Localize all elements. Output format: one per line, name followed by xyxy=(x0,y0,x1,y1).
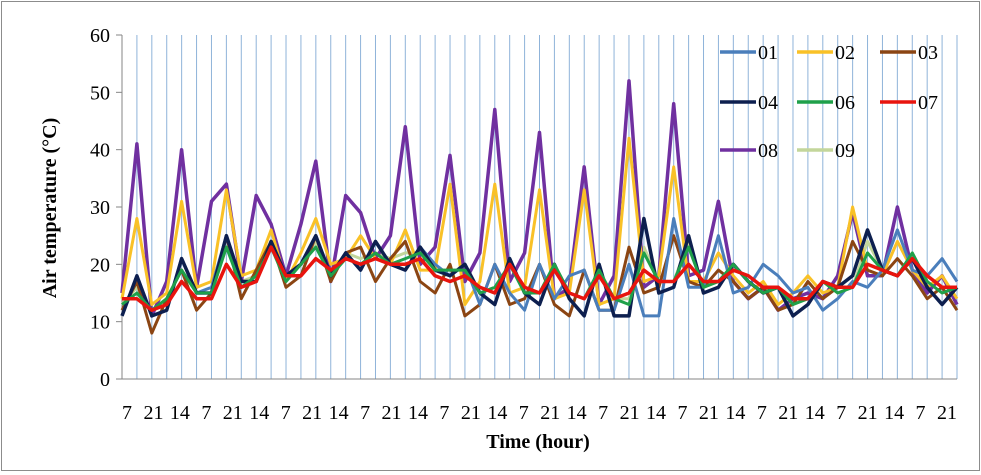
legend-label-06: 06 xyxy=(835,92,855,114)
x-tick-label: 14 xyxy=(725,402,745,424)
x-tick-label: 7 xyxy=(360,402,370,424)
legend-label-04: 04 xyxy=(758,92,778,114)
y-tick-label: 50 xyxy=(90,82,110,104)
y-tick-label: 0 xyxy=(100,369,110,391)
x-tick-label: 7 xyxy=(281,402,291,424)
x-tick-label: 14 xyxy=(805,402,825,424)
x-tick-label: 7 xyxy=(677,402,687,424)
legend-label-08: 08 xyxy=(758,140,778,162)
x-tick-label: 7 xyxy=(598,402,608,424)
x-tick-label: 7 xyxy=(757,402,767,424)
x-tick-label: 14 xyxy=(487,402,507,424)
x-tick-label: 7 xyxy=(439,402,449,424)
x-tick-label: 21 xyxy=(143,402,163,424)
x-tick-label: 14 xyxy=(329,402,349,424)
x-tick-label: 7 xyxy=(122,402,132,424)
x-tick-label: 21 xyxy=(540,402,560,424)
legend-label-07: 07 xyxy=(918,92,938,114)
y-tick-label: 20 xyxy=(90,254,110,276)
legend-label-01: 01 xyxy=(758,42,778,64)
x-tick-label: 21 xyxy=(223,402,243,424)
series-lines xyxy=(120,79,959,335)
x-tick-label: 7 xyxy=(916,402,926,424)
series-line-07 xyxy=(122,245,957,312)
x-tick-label: 21 xyxy=(302,402,322,424)
x-tick-label: 21 xyxy=(461,402,481,424)
x-tick-label: 14 xyxy=(884,402,904,424)
y-tick-label: 10 xyxy=(90,312,110,334)
x-tick-label: 14 xyxy=(646,402,666,424)
y-axis-title: Air temperature (°C) xyxy=(39,118,61,299)
grid-lines xyxy=(121,35,958,379)
x-tick-label: 7 xyxy=(201,402,211,424)
legend-label-02: 02 xyxy=(835,42,855,64)
x-tick-label: 14 xyxy=(170,402,190,424)
x-tick-label: 14 xyxy=(249,402,269,424)
y-tick-label: 30 xyxy=(90,197,110,219)
legend-label-03: 03 xyxy=(918,42,938,64)
x-tick-label: 21 xyxy=(858,402,878,424)
x-tick-label: 7 xyxy=(519,402,529,424)
x-tick-label: 21 xyxy=(699,402,719,424)
x-tick-label: 21 xyxy=(620,402,640,424)
x-tick-label: 14 xyxy=(567,402,587,424)
x-tick-label: 21 xyxy=(778,402,798,424)
x-tick-label: 14 xyxy=(408,402,428,424)
legend: 01 02 03 04 06 07 08 09 xyxy=(720,42,938,162)
y-tick-label: 60 xyxy=(90,25,110,47)
series-line-08 xyxy=(120,79,959,318)
x-tick-label: 21 xyxy=(382,402,402,424)
x-tick-label: 7 xyxy=(836,402,846,424)
y-tick-label: 40 xyxy=(90,140,110,162)
legend-label-09: 09 xyxy=(835,140,855,162)
x-tick-label: 21 xyxy=(937,402,957,424)
x-axis-title: Time (hour) xyxy=(486,431,590,453)
